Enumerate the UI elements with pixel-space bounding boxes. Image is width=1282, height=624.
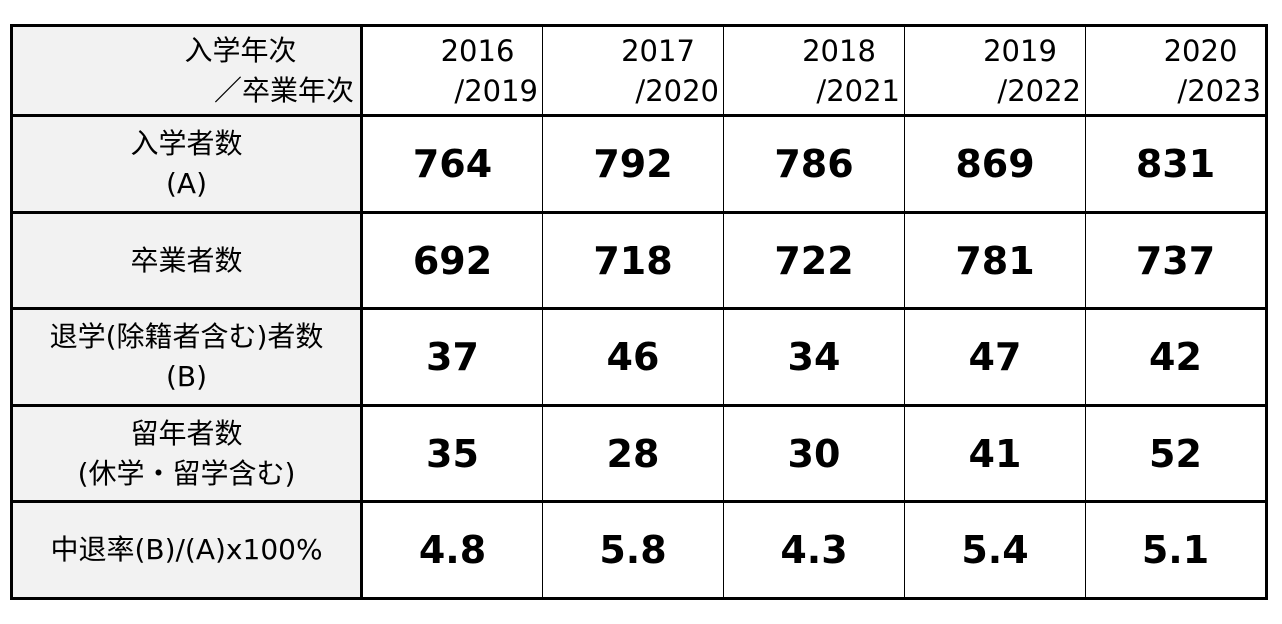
graduation-year: /2020 bbox=[635, 73, 719, 108]
table-cell: 35 bbox=[361, 403, 543, 503]
row-label-cell: 退学(除籍者含む)者数 (B) bbox=[10, 307, 363, 406]
header-label-graduation-year: ／卒業年次 bbox=[213, 73, 354, 107]
table-row-dropout-rate: 中退率(B)/(A)x100% 4.8 5.8 4.3 5.4 5.1 bbox=[10, 500, 1268, 600]
table-cell: 4.8 bbox=[361, 500, 543, 600]
table-cell: 718 bbox=[542, 210, 724, 310]
table-cell: 792 bbox=[542, 114, 724, 213]
row-label: 退学(除籍者含む)者数 bbox=[49, 320, 324, 354]
header-label-entry-year: 入学年次 bbox=[184, 33, 297, 67]
table-cell: 722 bbox=[723, 210, 905, 310]
row-sublabel: (B) bbox=[165, 360, 208, 394]
header-row: 入学年次 ／卒業年次 2016 /2019 2017 /2020 2018 /2… bbox=[10, 23, 1268, 117]
entry-year: 2020 bbox=[1163, 33, 1238, 68]
table-cell: 4.3 bbox=[723, 500, 905, 600]
table-row-graduates: 卒業者数 692 718 722 781 737 bbox=[10, 210, 1268, 310]
row-label-cell: 留年者数 (休学・留学含む) bbox=[10, 403, 363, 503]
entry-year: 2017 bbox=[621, 33, 695, 68]
table-cell: 47 bbox=[904, 307, 1086, 406]
table-cell: 30 bbox=[723, 403, 905, 503]
table-cell: 869 bbox=[904, 114, 1086, 213]
row-label: 中退率(B)/(A)x100% bbox=[50, 533, 323, 567]
year-header-cell: 2016 /2019 bbox=[361, 23, 543, 117]
table-cell: 5.1 bbox=[1085, 500, 1268, 600]
table-cell: 692 bbox=[361, 210, 543, 310]
row-label: 入学者数 bbox=[130, 127, 243, 161]
table-cell: 42 bbox=[1085, 307, 1268, 406]
table-row-withdrawals: 退学(除籍者含む)者数 (B) 37 46 34 47 42 bbox=[10, 307, 1268, 406]
graduation-year: /2021 bbox=[816, 73, 900, 108]
table-row-enrolled: 入学者数 (A) 764 792 786 869 831 bbox=[10, 114, 1268, 213]
year-header-cell: 2020 /2023 bbox=[1085, 23, 1268, 117]
graduation-year: /2022 bbox=[997, 73, 1081, 108]
entry-year: 2018 bbox=[802, 33, 876, 68]
header-label-cell: 入学年次 ／卒業年次 bbox=[10, 23, 363, 117]
table-cell: 781 bbox=[904, 210, 1086, 310]
table-cell: 52 bbox=[1085, 403, 1268, 503]
row-label-cell: 入学者数 (A) bbox=[10, 114, 363, 213]
table-cell: 46 bbox=[542, 307, 724, 406]
table-cell: 5.8 bbox=[542, 500, 724, 600]
row-label-cell: 中退率(B)/(A)x100% bbox=[10, 500, 363, 600]
row-label: 卒業者数 bbox=[130, 243, 243, 277]
table-cell: 737 bbox=[1085, 210, 1268, 310]
table-cell: 37 bbox=[361, 307, 543, 406]
graduation-year: /2023 bbox=[1177, 73, 1261, 108]
row-sublabel: (休学・留学含む) bbox=[77, 456, 296, 490]
entry-year: 2016 bbox=[440, 33, 515, 68]
table-cell: 5.4 bbox=[904, 500, 1086, 600]
table-cell: 28 bbox=[542, 403, 724, 503]
table-cell: 764 bbox=[361, 114, 543, 213]
table-cell: 831 bbox=[1085, 114, 1268, 213]
row-label: 留年者数 bbox=[130, 416, 243, 450]
graduation-year: /2019 bbox=[454, 73, 538, 108]
table-cell: 786 bbox=[723, 114, 905, 213]
year-header-cell: 2018 /2021 bbox=[723, 23, 905, 117]
enrollment-statistics-table: 入学年次 ／卒業年次 2016 /2019 2017 /2020 2018 /2… bbox=[10, 23, 1268, 600]
row-sublabel: (A) bbox=[165, 167, 207, 201]
year-header-cell: 2017 /2020 bbox=[542, 23, 724, 117]
table-cell: 41 bbox=[904, 403, 1086, 503]
row-label-cell: 卒業者数 bbox=[10, 210, 363, 310]
year-header-cell: 2019 /2022 bbox=[904, 23, 1086, 117]
entry-year: 2019 bbox=[983, 33, 1057, 68]
table-cell: 34 bbox=[723, 307, 905, 406]
table-row-repeaters: 留年者数 (休学・留学含む) 35 28 30 41 52 bbox=[10, 403, 1268, 503]
